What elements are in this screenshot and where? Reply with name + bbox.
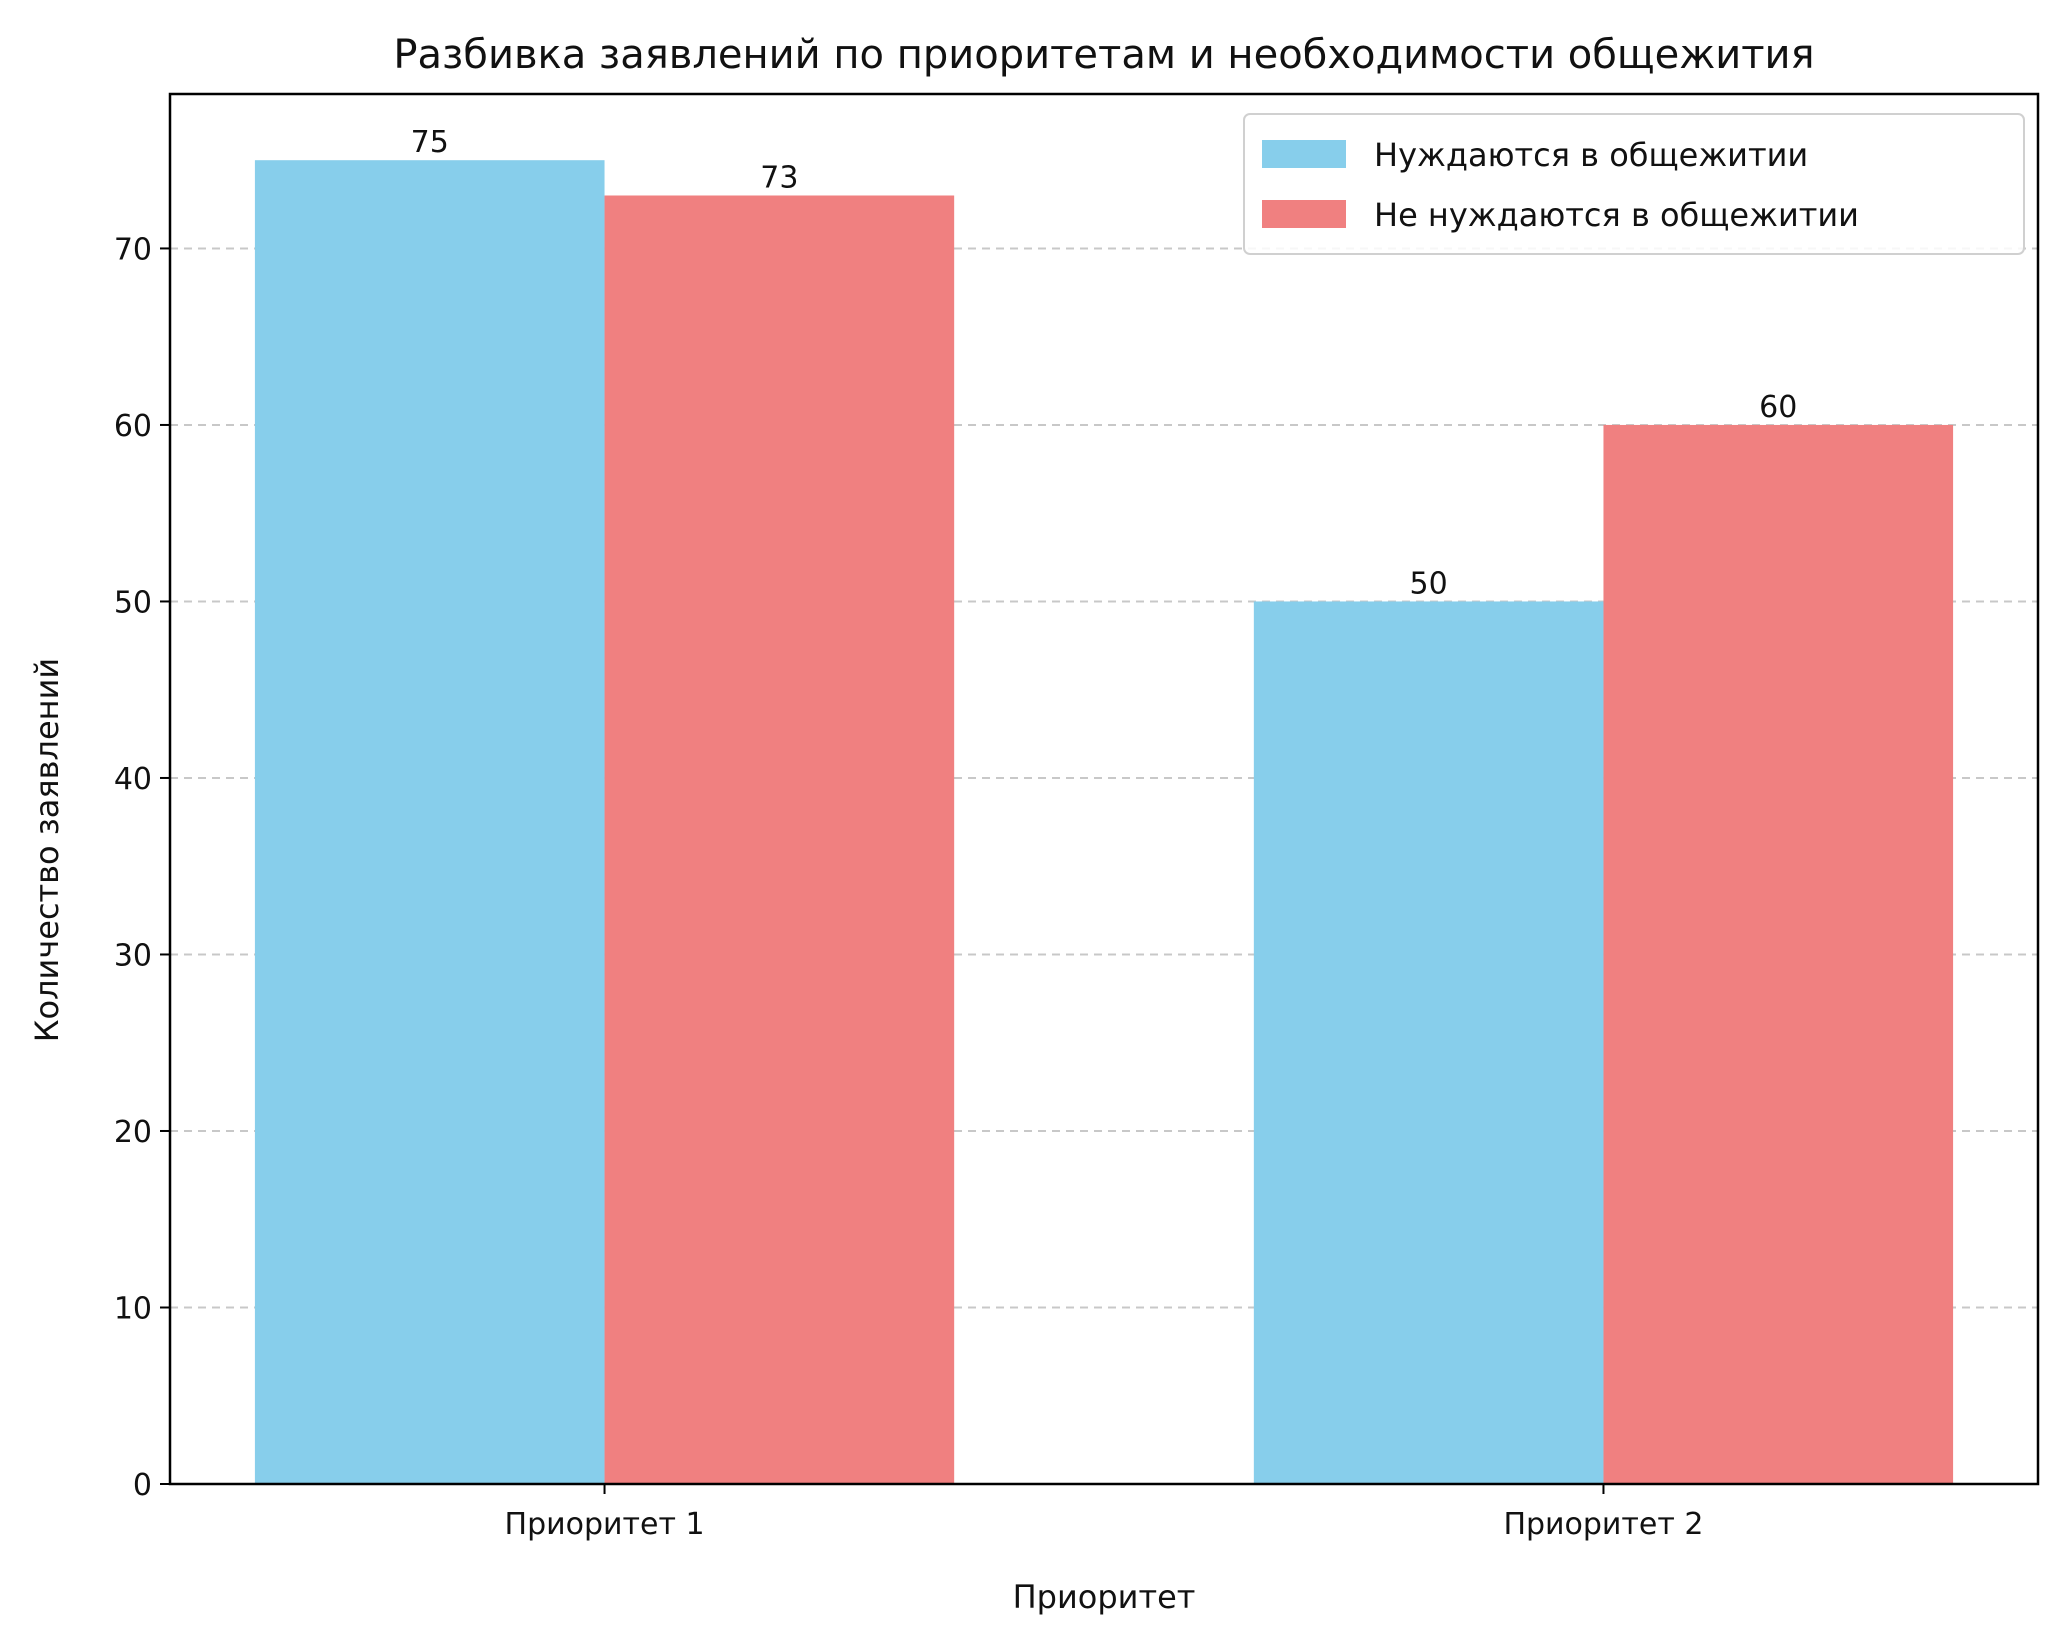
bar-s0-c1 <box>1253 601 1604 1484</box>
plot-frame <box>168 92 2040 1486</box>
y-tick-label-6: 60 <box>114 409 152 444</box>
bars <box>254 160 1954 1485</box>
legend-label-1: Не нуждаются в общежитии <box>1374 196 1859 234</box>
legend-swatch-1 <box>1262 200 1346 228</box>
legend-label-0: Нуждаются в общежитии <box>1374 136 1808 174</box>
x-axis-label: Приоритет <box>1013 1578 1196 1616</box>
legend: Нуждаются в общежитии Не нуждаются в обще… <box>1243 113 2025 255</box>
legend-box <box>1243 113 2025 255</box>
bar-s1-c0 <box>604 195 955 1484</box>
y-tick-label-7: 70 <box>114 232 152 267</box>
y-tick-label-3: 30 <box>114 938 152 973</box>
axes: 0 10 20 30 40 50 60 70 Приоритет 1 Приоритет 2 <box>114 92 2040 1542</box>
data-label-s0-c0: 75 <box>411 125 449 160</box>
x-tick-label-1: Приоритет 2 <box>1503 1507 1703 1542</box>
data-label-s0-c1: 50 <box>1410 566 1448 601</box>
x-tick-label-0: Приоритет 1 <box>505 1507 705 1542</box>
y-tick-label-2: 20 <box>114 1115 152 1150</box>
y-axis-label: Количество заявлений <box>28 658 66 1042</box>
y-tick-label-4: 40 <box>114 762 152 797</box>
legend-swatch-0 <box>1262 140 1346 168</box>
y-tick-label-1: 10 <box>114 1291 152 1326</box>
data-label-s1-c0: 73 <box>760 160 798 195</box>
data-label-s1-c1: 60 <box>1759 390 1797 425</box>
y-tick-label-0: 0 <box>133 1468 152 1503</box>
data-labels: 75 73 50 60 <box>411 125 1798 601</box>
bar-s0-c0 <box>254 160 605 1485</box>
bar-s1-c1 <box>1603 424 1954 1484</box>
chart-title: Разбивка заявлений по приоритетам и необ… <box>393 32 1814 78</box>
y-tick-label-5: 50 <box>114 585 152 620</box>
